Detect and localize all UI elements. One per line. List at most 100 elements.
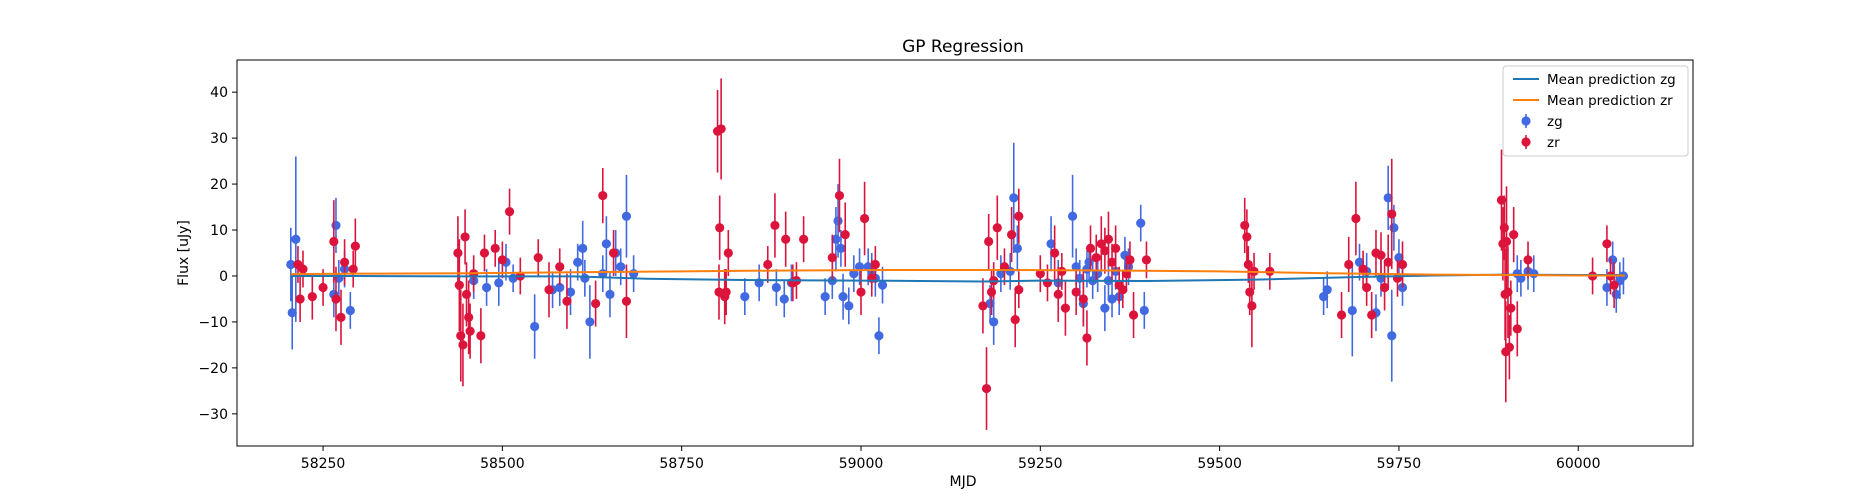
zg-point [779, 294, 789, 304]
legend-label: zr [1547, 135, 1560, 151]
zr-point [1014, 285, 1024, 295]
zr-point [591, 298, 601, 309]
legend-marker-swatch [1521, 137, 1531, 147]
zr-point [1242, 232, 1252, 242]
zr-point [721, 287, 731, 297]
zr-point [834, 190, 845, 201]
zr-point [1247, 301, 1257, 311]
series-zr [293, 78, 1619, 430]
legend-entry-mean-prediction-zr: Mean prediction zr [1513, 93, 1673, 109]
zg-point [345, 305, 355, 316]
zr-point [781, 234, 791, 244]
zr-point [1100, 246, 1110, 256]
zr-point [339, 257, 350, 267]
zg-point [585, 317, 595, 327]
zr-point [1376, 250, 1386, 260]
zr-point [458, 340, 468, 350]
zr-point [350, 241, 360, 251]
zr-point [1379, 282, 1390, 293]
y-tick-label: −10 [198, 315, 228, 331]
zr-point [465, 326, 475, 336]
zr-point [1014, 211, 1024, 221]
zr-point [1125, 255, 1135, 265]
zg-point [494, 278, 504, 288]
zr-point [1336, 310, 1347, 320]
legend-label: zg [1547, 114, 1563, 130]
zg-point [482, 282, 492, 293]
zg-point [1139, 305, 1149, 316]
zr-point [318, 282, 328, 293]
x-tick-label: 59500 [1197, 456, 1242, 472]
zr-point [1091, 252, 1101, 263]
x-tick-label: 59250 [1018, 456, 1063, 472]
zr-point [1499, 223, 1509, 233]
zr-point [1362, 282, 1372, 293]
zr-point [1367, 310, 1377, 320]
legend-entry-mean-prediction-zg: Mean prediction zg [1513, 72, 1676, 88]
zr-point [1060, 303, 1071, 313]
y-tick-label: 30 [210, 131, 228, 147]
x-tick-label: 59750 [1377, 456, 1422, 472]
zg-point [530, 321, 540, 332]
zg-point [1394, 252, 1404, 263]
zr-point [1512, 324, 1522, 334]
zr-point [1506, 303, 1516, 313]
zr-point [1007, 230, 1017, 240]
zg-point [1529, 269, 1539, 279]
x-tick-label: 58500 [480, 456, 525, 472]
zr-point [307, 292, 317, 302]
zr-point [1351, 213, 1361, 224]
zr-point [984, 236, 994, 247]
zg-point [331, 220, 341, 231]
zr-point [1071, 287, 1081, 297]
zr-point [1035, 269, 1045, 279]
x-tick-label: 60000 [1556, 456, 1601, 472]
legend-entry-zg: zg [1521, 114, 1563, 130]
zr-point [1501, 236, 1512, 247]
zg-point [291, 234, 301, 244]
zr-point [856, 287, 866, 297]
line-mean-prediction-zg [290, 273, 1625, 283]
zr-point [1096, 239, 1106, 249]
zg-point [996, 269, 1006, 279]
zr-point [799, 234, 809, 244]
zr-point [460, 232, 470, 242]
zg-point [1319, 292, 1329, 302]
zr-point [1078, 294, 1088, 304]
zg-point [555, 282, 565, 293]
zg-point [1354, 257, 1365, 267]
zg-point [287, 308, 297, 318]
x-tick-label: 58250 [301, 456, 346, 472]
zg-point [838, 292, 848, 302]
plot-frame [236, 59, 1694, 447]
zr-point [454, 280, 464, 290]
zg-point [565, 287, 576, 297]
zr-point [461, 289, 472, 299]
zr-point [453, 248, 463, 258]
x-axis-label: MJD [950, 474, 977, 490]
zr-point [870, 259, 880, 270]
zr-point [1085, 243, 1096, 254]
zr-point [490, 243, 500, 254]
zr-point [1240, 220, 1250, 231]
zr-point [1243, 259, 1253, 270]
zr-point [1050, 248, 1060, 258]
legend-box [1502, 65, 1689, 157]
zr-point [331, 294, 341, 304]
series-zg [286, 142, 1629, 382]
zr-point [1111, 243, 1121, 254]
zr-point [1082, 333, 1092, 343]
zr-point [295, 294, 305, 304]
zr-point [716, 124, 726, 134]
zr-point [504, 207, 515, 217]
zg-point [1009, 193, 1019, 203]
zr-point [723, 248, 733, 258]
zr-point [992, 223, 1002, 233]
y-tick-label: 0 [219, 269, 228, 285]
zg-point [1136, 218, 1146, 228]
zg-point [1602, 282, 1612, 293]
zg-point [1067, 211, 1078, 221]
zr-point [859, 213, 870, 224]
zr-point [770, 220, 780, 231]
y-tick-label: −20 [198, 361, 228, 377]
